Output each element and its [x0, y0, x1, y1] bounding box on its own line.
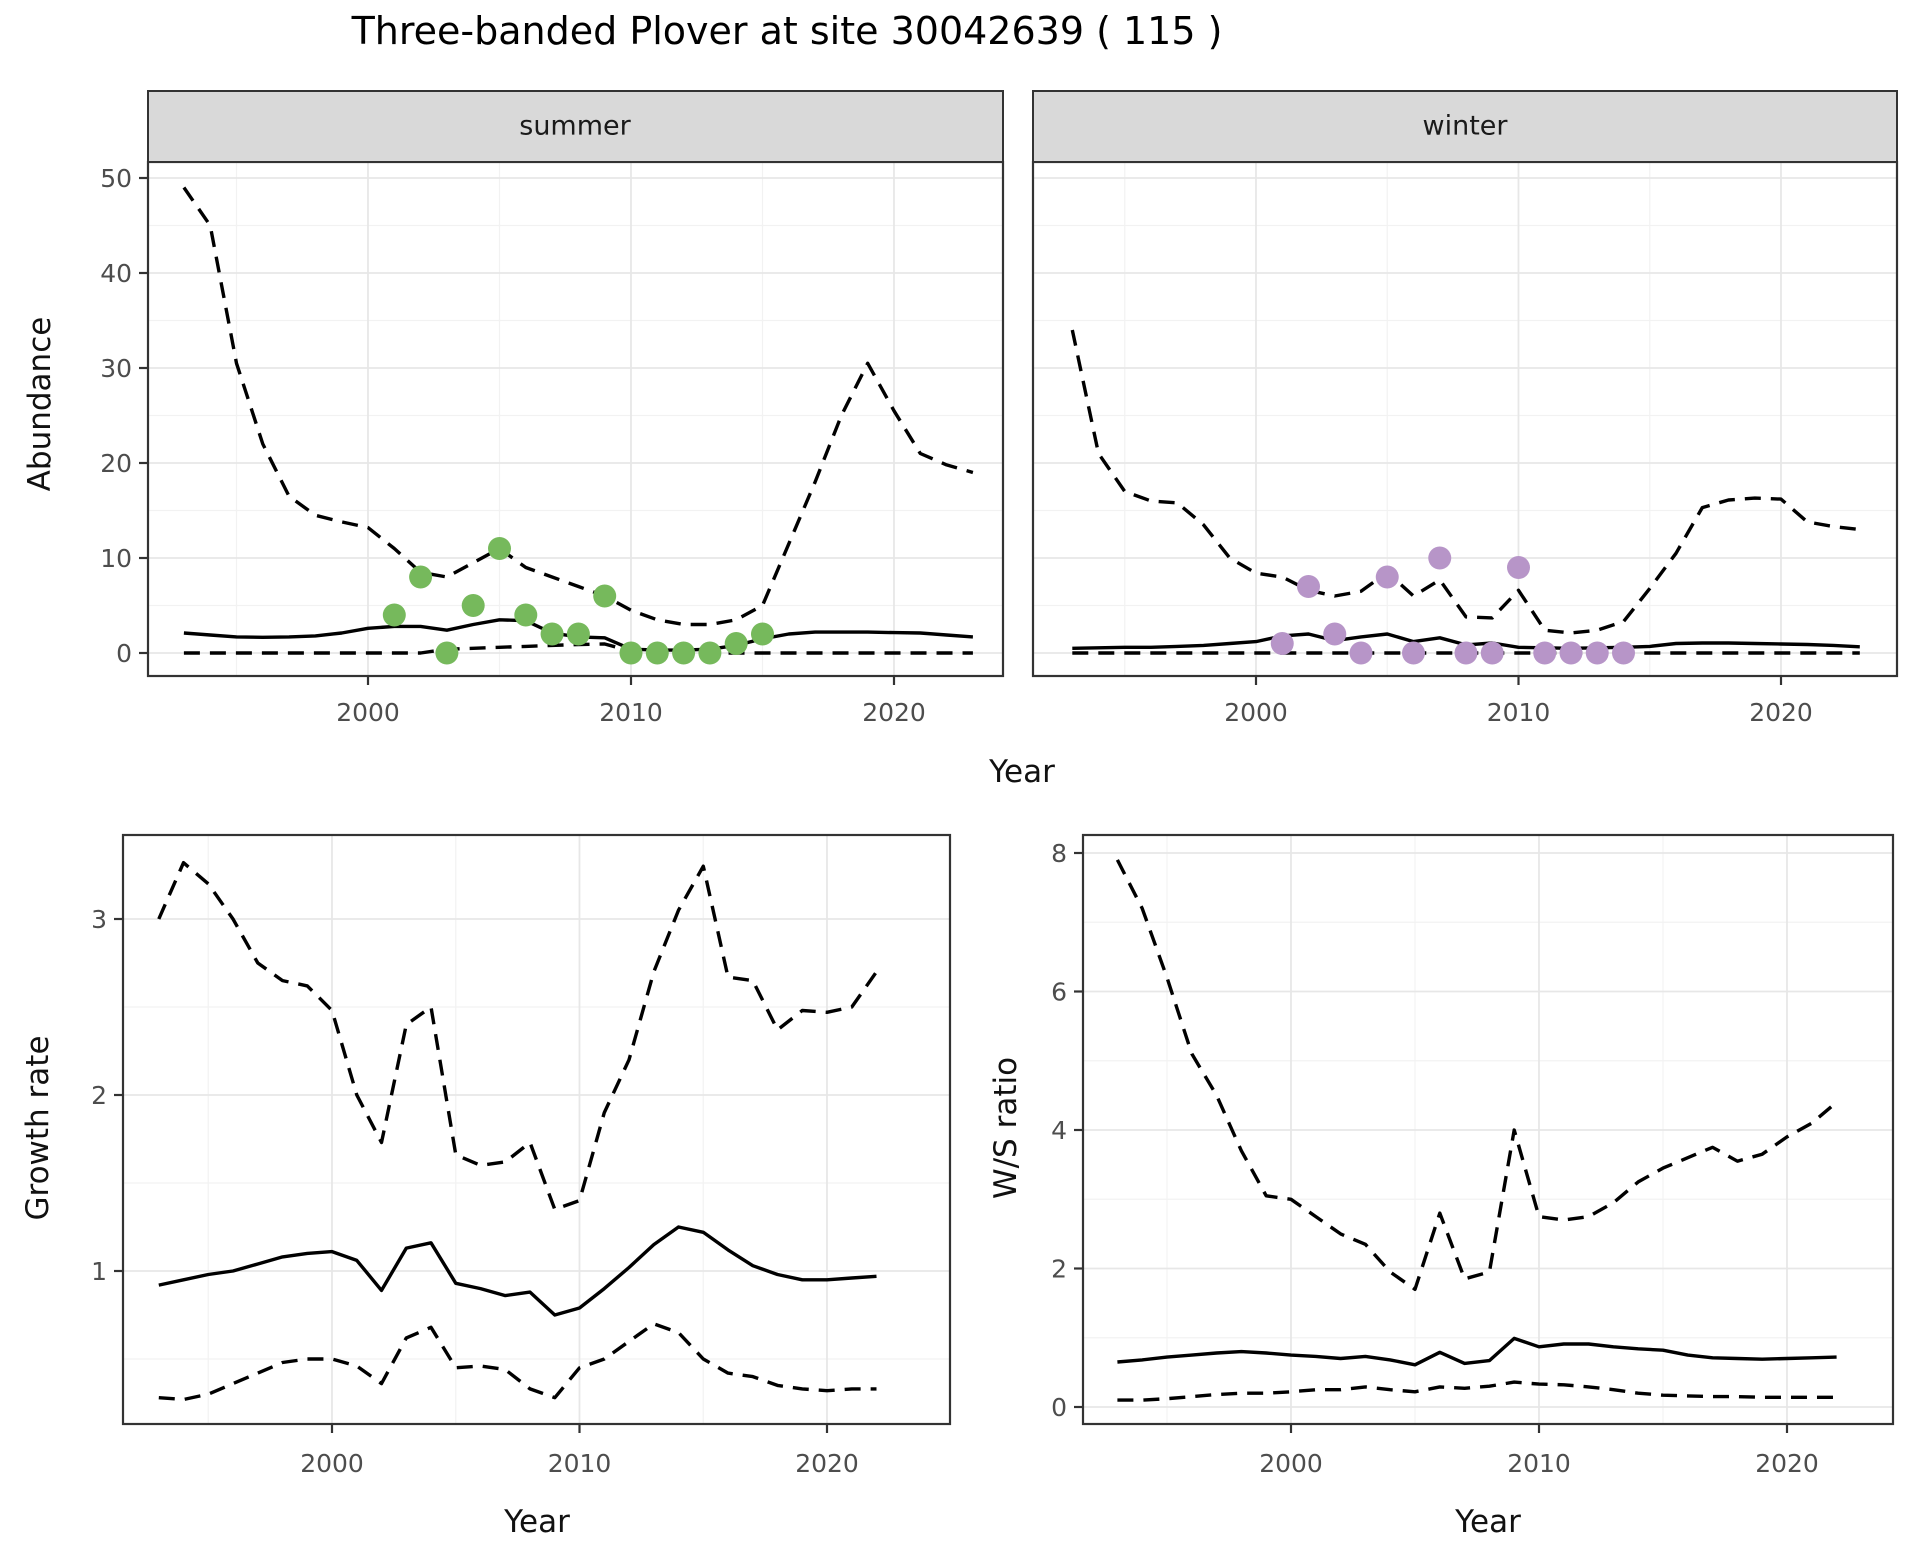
facet-label-summer: summer — [519, 110, 631, 142]
x-tick-label: 2000 — [1259, 1449, 1323, 1478]
x-axis-title-ws-ratio: Year — [1455, 1504, 1521, 1540]
winter-point-2013 — [1585, 641, 1609, 665]
winter-point-2014 — [1612, 641, 1635, 665]
winter-point-2001 — [1270, 632, 1294, 655]
facet-strip-summer — [147, 90, 1004, 163]
y-tick-label: 0 — [116, 639, 132, 668]
y-tick-label: 0 — [1051, 1393, 1067, 1422]
figure-title: Three-banded Plover at site 30042639 ( 1… — [351, 9, 1223, 53]
winter-point-2002 — [1297, 575, 1320, 598]
winter-point-2005 — [1375, 565, 1399, 589]
y-tick-label: 20 — [100, 449, 132, 478]
ws-lower_ci-line — [1117, 1380, 1837, 1402]
y-tick-label: 4 — [1051, 1116, 1067, 1145]
panel-winter-background — [1033, 162, 1897, 676]
y-tick-label: 1 — [91, 1257, 107, 1286]
y-tick-label: 2 — [1051, 1255, 1067, 1284]
series-group-summer — [182, 186, 974, 665]
summer-point-2005 — [488, 537, 511, 560]
summer-point-2012 — [672, 641, 696, 665]
y-axis-title-abundance: Abundance — [22, 316, 58, 492]
facet-label-winter: winter — [1422, 110, 1508, 142]
y-axis-title-ws-ratio: W/S ratio — [988, 1056, 1024, 1200]
y-tick-label: 6 — [1051, 978, 1067, 1007]
summer-point-2007 — [540, 622, 564, 646]
x-axis-title-abundance: Year — [989, 754, 1055, 790]
x-tick-label: 2020 — [1749, 698, 1813, 727]
facet-strip-winter — [1032, 90, 1898, 163]
winter-point-2007 — [1428, 546, 1452, 570]
y-tick-label: 30 — [100, 354, 132, 383]
winter-upper_ci-line — [1070, 329, 1860, 635]
summer-point-2006 — [514, 603, 538, 627]
summer-point-2014 — [724, 632, 748, 655]
x-tick-label: 2020 — [795, 1449, 859, 1478]
summer-point-2002 — [409, 565, 433, 589]
growth-upper_ci-line — [157, 861, 878, 1212]
panel-growth-background — [123, 835, 950, 1424]
summer-point-2010 — [619, 641, 643, 665]
x-tick-label: 2020 — [862, 698, 926, 727]
x-tick-label: 2010 — [548, 1449, 612, 1478]
summer-point-2004 — [461, 594, 485, 617]
winter-point-2008 — [1454, 641, 1478, 665]
x-tick-label: 2020 — [1755, 1449, 1819, 1478]
x-axis-title-growth-rate: Year — [504, 1504, 570, 1540]
x-tick-label: 2000 — [300, 1449, 364, 1478]
y-tick-label: 3 — [91, 905, 107, 934]
winter-point-2006 — [1402, 641, 1425, 665]
y-tick-label: 8 — [1051, 839, 1067, 868]
growth-lower_ci-line — [158, 1322, 877, 1402]
summer-point-2009 — [593, 584, 617, 608]
y-tick-label: 2 — [91, 1081, 107, 1110]
winter-point-2004 — [1349, 641, 1373, 665]
ws-upper_ci-line — [1115, 859, 1838, 1292]
winter-point-2012 — [1559, 641, 1583, 665]
x-tick-label: 2000 — [1224, 698, 1288, 727]
ws-median-line — [1117, 1336, 1837, 1367]
panel-summer-background — [148, 162, 1003, 676]
y-axis-title-growth-rate: Growth rate — [20, 1035, 56, 1221]
summer-point-2011 — [645, 641, 669, 665]
winter-point-2009 — [1480, 641, 1504, 665]
y-tick-label: 10 — [100, 544, 132, 573]
x-tick-label: 2010 — [1487, 698, 1551, 727]
summer-point-2008 — [566, 622, 590, 646]
winter-point-2011 — [1533, 641, 1557, 665]
series-group-ws — [1115, 859, 1838, 1402]
x-tick-label: 2000 — [336, 698, 400, 727]
growth-median-line — [158, 1225, 877, 1317]
x-tick-label: 2010 — [599, 698, 663, 727]
y-tick-label: 40 — [100, 259, 132, 288]
y-tick-label: 50 — [100, 164, 132, 193]
summer-point-2003 — [435, 641, 459, 665]
series-group-winter — [1070, 329, 1860, 665]
summer-point-2015 — [751, 622, 774, 646]
winter-point-2010 — [1507, 556, 1530, 579]
summer-upper_ci-line — [182, 186, 974, 627]
x-tick-label: 2010 — [1507, 1449, 1571, 1478]
summer-point-2013 — [698, 641, 722, 665]
panel-growth-border — [121, 833, 952, 1426]
series-group-growth — [157, 861, 878, 1402]
summer-point-2001 — [382, 603, 406, 627]
winter-point-2003 — [1323, 622, 1347, 646]
